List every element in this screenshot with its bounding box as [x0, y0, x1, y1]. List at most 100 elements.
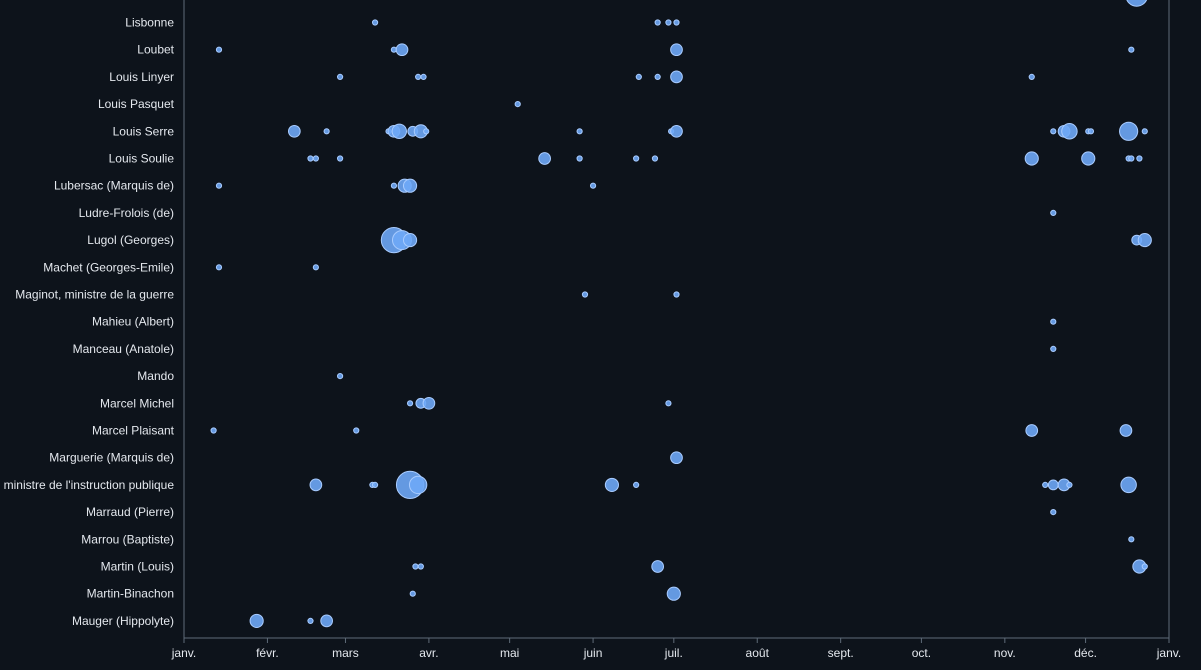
x-tick-label: déc.	[1074, 646, 1097, 660]
y-label: Marraud (Pierre)	[86, 505, 174, 519]
data-point	[371, 481, 379, 488]
data-point	[307, 617, 314, 625]
x-tick-label: août	[746, 646, 770, 660]
data-point	[307, 155, 314, 162]
data-point	[581, 291, 589, 298]
data-point	[412, 563, 419, 570]
y-label: Lisbonne	[125, 16, 174, 30]
data-point	[417, 563, 424, 570]
y-label: , ministre de l'instruction publique	[0, 478, 174, 492]
data-point	[1141, 563, 1148, 570]
data-point	[604, 477, 619, 492]
data-point	[395, 43, 409, 57]
data-point	[654, 19, 661, 26]
data-point	[415, 73, 422, 81]
data-point	[422, 396, 436, 410]
y-label: Manceau (Anatole)	[73, 342, 174, 356]
x-tick-label: sept.	[828, 646, 854, 660]
data-point	[670, 451, 683, 465]
data-point	[336, 155, 344, 162]
data-point	[309, 478, 323, 492]
y-label: Marcel Michel	[100, 396, 174, 410]
data-point	[589, 182, 597, 189]
data-point	[210, 427, 217, 434]
y-label: Martin-Binachon	[87, 587, 174, 601]
data-point	[1081, 151, 1096, 166]
data-point	[402, 233, 418, 248]
data-point	[1126, 0, 1148, 7]
data-point	[1120, 476, 1137, 494]
x-tick-label: janv.	[1156, 646, 1181, 660]
y-label: Lubersac (Marquis de)	[54, 179, 174, 193]
y-label: Marguerie (Marquis de)	[49, 451, 174, 465]
y-label: Louis Pasquet	[98, 97, 175, 111]
data-point	[633, 481, 640, 488]
data-point	[1025, 424, 1039, 437]
y-label: Marcel Plaisant	[92, 424, 175, 438]
data-point	[312, 155, 319, 162]
x-tick-label: févr.	[256, 646, 279, 660]
data-point	[1050, 209, 1057, 216]
data-point	[1119, 121, 1139, 141]
data-point	[670, 70, 683, 84]
data-points	[210, 19, 1152, 628]
data-point	[1087, 128, 1095, 135]
data-point	[1050, 128, 1057, 135]
data-point	[215, 182, 223, 189]
x-tick-label: mars	[332, 646, 359, 660]
data-point	[1128, 536, 1135, 543]
partial-top-row	[1126, 0, 1148, 7]
data-point	[633, 155, 640, 162]
data-point	[665, 19, 672, 26]
y-label: Marrou (Baptiste)	[81, 532, 174, 546]
data-point	[353, 427, 360, 434]
data-point	[409, 590, 416, 597]
y-label: Louis Soulie	[109, 152, 175, 166]
data-point	[1066, 481, 1073, 488]
data-point	[651, 155, 659, 162]
data-point	[287, 124, 301, 138]
x-tick-label: juin	[583, 646, 603, 660]
x-tick-label: nov.	[994, 646, 1016, 660]
data-point	[1061, 123, 1078, 140]
data-point	[1119, 424, 1133, 437]
y-label: Mauger (Hippolyte)	[72, 614, 174, 628]
data-point	[391, 123, 408, 140]
data-point	[1042, 481, 1049, 488]
data-point	[336, 73, 344, 81]
data-point	[249, 613, 264, 628]
data-point	[538, 152, 551, 165]
x-tick-label: janv.	[171, 646, 196, 660]
data-point	[673, 291, 680, 298]
data-point	[576, 155, 583, 162]
data-point	[670, 43, 683, 57]
data-point	[1024, 151, 1039, 166]
data-point	[420, 73, 427, 81]
data-point	[423, 128, 430, 135]
data-point	[312, 264, 319, 271]
y-label: Mahieu (Albert)	[92, 315, 174, 329]
data-point	[215, 264, 223, 271]
x-tick-label: juil.	[664, 646, 683, 660]
data-point	[390, 182, 398, 189]
data-point	[576, 128, 583, 135]
data-point	[408, 475, 428, 495]
data-point	[1047, 479, 1059, 491]
y-label: Ludre-Frolois (de)	[79, 206, 174, 220]
data-point	[670, 124, 683, 138]
data-point	[635, 73, 642, 81]
data-point	[371, 19, 379, 26]
x-axis-labels: janv. févr. mars avr. mai juin juil. août sept. o…	[171, 638, 1181, 660]
data-point	[320, 614, 333, 628]
x-tick-label: mai	[500, 646, 519, 660]
y-label: Loubet	[137, 43, 174, 57]
data-point	[1128, 155, 1135, 162]
y-label: Machet (Georges-Emile)	[43, 260, 174, 274]
data-point	[402, 178, 418, 193]
data-point	[654, 73, 661, 81]
x-tick-label: avr.	[419, 646, 438, 660]
y-label: Martin (Louis)	[101, 560, 174, 574]
x-tick-label: oct.	[912, 646, 931, 660]
data-point	[336, 373, 344, 380]
